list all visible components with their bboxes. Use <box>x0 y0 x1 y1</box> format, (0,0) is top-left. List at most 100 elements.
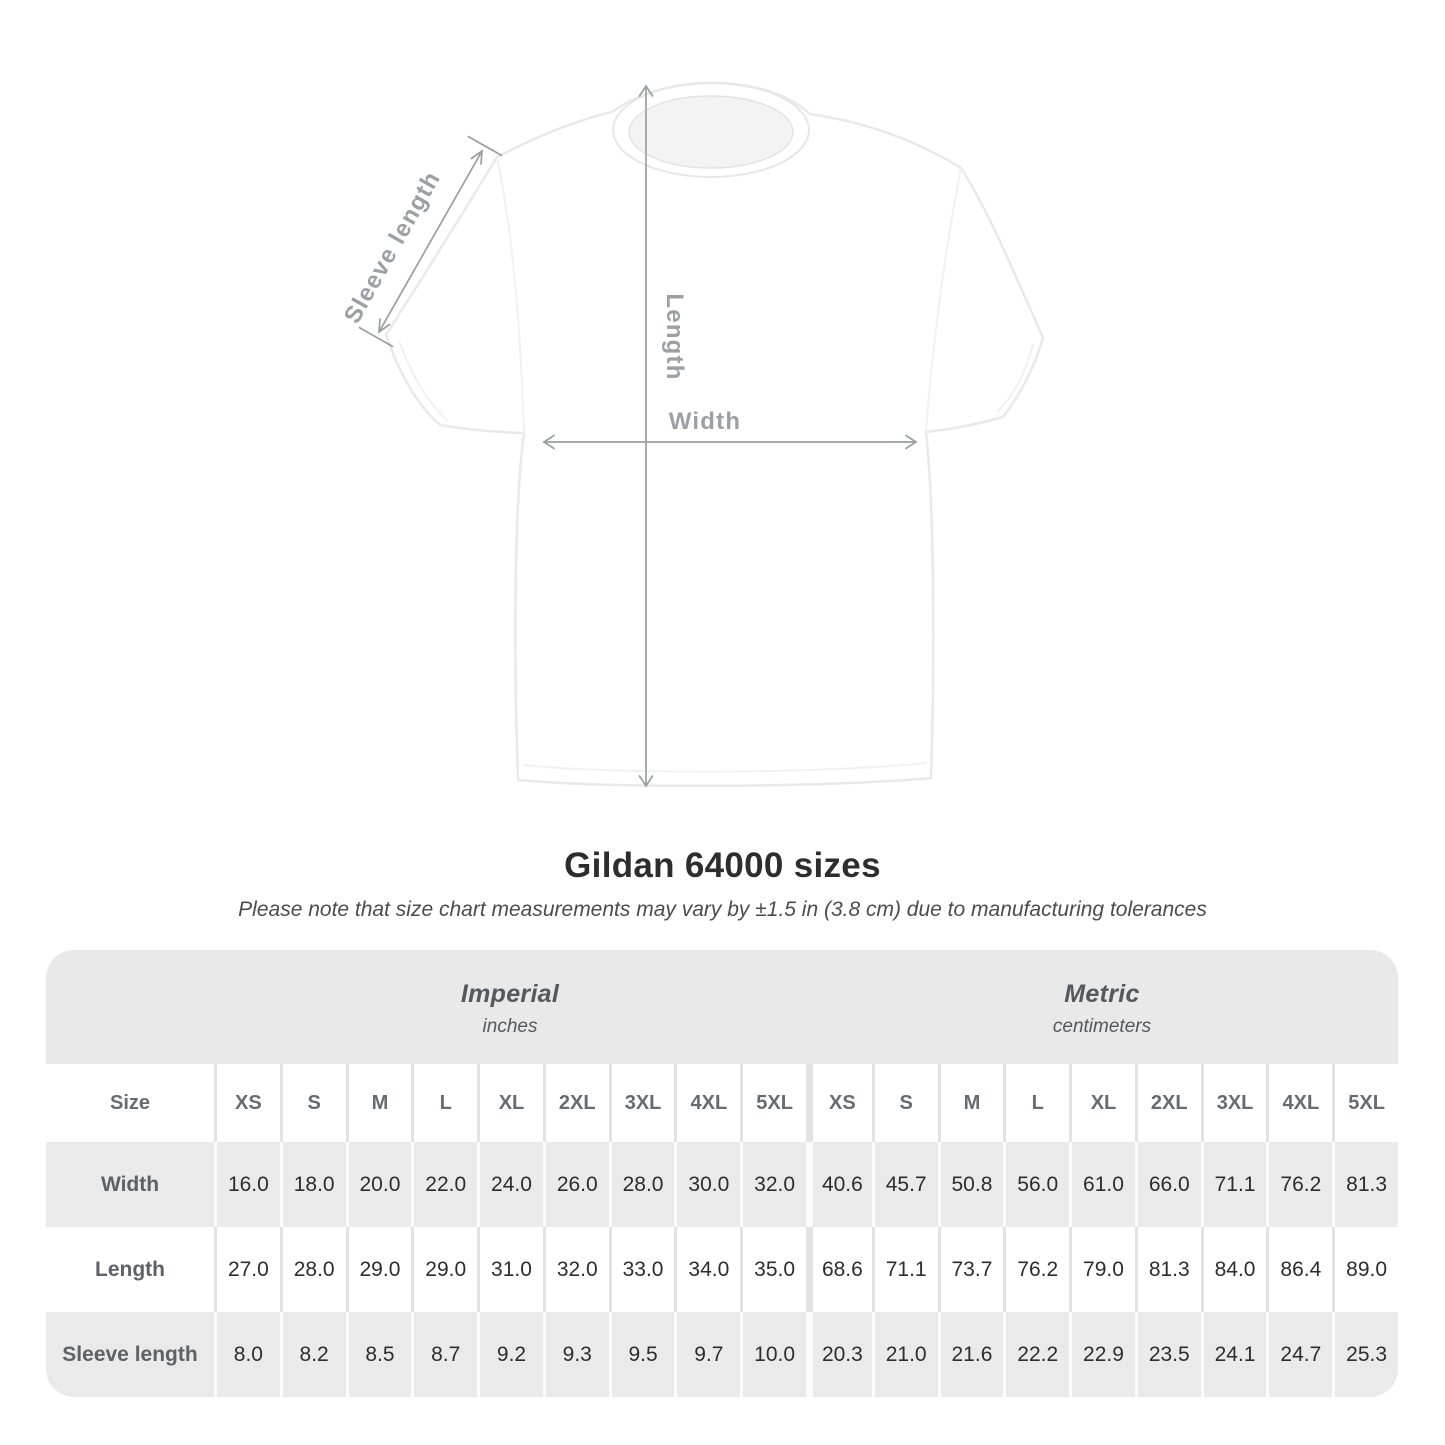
value-cell: 8.0 <box>214 1312 280 1397</box>
value-cell: 22.2 <box>1003 1312 1069 1397</box>
measurement-row-length: Length 27.0 28.0 29.0 29.0 31.0 32.0 33.0 34.0 35… <box>46 1227 1398 1312</box>
value-cell: 34.0 <box>674 1227 740 1312</box>
size-col-header: L <box>1003 1064 1069 1142</box>
metric-unit-label: centimeters <box>1052 1016 1152 1037</box>
row-label: Length <box>95 1257 165 1281</box>
size-col-header: 5XL <box>1332 1064 1398 1142</box>
value-cell: 32.0 <box>740 1142 806 1227</box>
value-cell: 24.1 <box>1200 1312 1267 1397</box>
value-cell: 25.3 <box>1332 1312 1398 1397</box>
value-cell: 9.3 <box>542 1312 609 1397</box>
value-cell: 79.0 <box>1069 1227 1135 1312</box>
size-col-header: 2XL <box>1134 1064 1201 1142</box>
value-cell: 68.6 <box>806 1227 872 1312</box>
size-col-header: 4XL <box>674 1064 740 1142</box>
value-cell: 32.0 <box>542 1227 609 1312</box>
value-cell: 9.7 <box>674 1312 740 1397</box>
value-cell: 56.0 <box>1003 1142 1069 1227</box>
size-col-header: XL <box>477 1064 543 1142</box>
unit-header-band: Imperial inches Metric centimeters <box>46 950 1398 1064</box>
value-cell: 76.2 <box>1003 1227 1069 1312</box>
value-cell: 40.6 <box>806 1142 872 1227</box>
size-col-header: 2XL <box>542 1064 609 1142</box>
value-cell: 23.5 <box>1134 1312 1201 1397</box>
size-table: Imperial inches Metric centimeters Size X… <box>46 950 1398 1397</box>
value-cell: 20.0 <box>345 1142 412 1227</box>
value-cell: 28.0 <box>279 1227 346 1312</box>
width-label: Width <box>669 408 741 435</box>
value-cell: 9.2 <box>477 1312 543 1397</box>
value-cell: 30.0 <box>674 1142 740 1227</box>
imperial-unit-label: inches <box>482 1016 538 1037</box>
value-cell: 71.1 <box>871 1227 938 1312</box>
value-cell: 81.3 <box>1332 1142 1398 1227</box>
value-cell: 29.0 <box>411 1227 477 1312</box>
value-cell: 10.0 <box>740 1312 806 1397</box>
value-cell: 89.0 <box>1332 1227 1398 1312</box>
value-cell: 71.1 <box>1200 1142 1267 1227</box>
sleeve-length-arrow <box>358 135 503 348</box>
size-col-header: 3XL <box>608 1064 675 1142</box>
tshirt-shape <box>384 81 1045 788</box>
value-cell: 29.0 <box>345 1227 412 1312</box>
value-cell: 61.0 <box>1069 1142 1135 1227</box>
value-cell: 20.3 <box>806 1312 872 1397</box>
page-title: Gildan 64000 sizes <box>564 846 881 885</box>
imperial-label: Imperial <box>460 980 560 1008</box>
value-cell: 22.9 <box>1069 1312 1135 1397</box>
value-cell: 21.0 <box>871 1312 938 1397</box>
value-cell: 21.6 <box>937 1312 1004 1397</box>
size-col-header: 3XL <box>1200 1064 1267 1142</box>
value-cell: 26.0 <box>542 1142 609 1227</box>
value-cell: 81.3 <box>1134 1227 1201 1312</box>
size-col-header: M <box>345 1064 412 1142</box>
value-cell: 16.0 <box>214 1142 280 1227</box>
value-cell: 33.0 <box>608 1227 675 1312</box>
value-cell: 27.0 <box>214 1227 280 1312</box>
tshirt-measurement-diagram: Width Length Sleeve length <box>339 81 1045 788</box>
size-header-row: Size XS S M L XL 2XL 3XL 4XL 5XL XS S M L XL 2XL 3XL 4XL 5… <box>46 1064 1398 1142</box>
value-cell: 24.0 <box>477 1142 543 1227</box>
size-col-header: L <box>411 1064 477 1142</box>
size-col-header: XL <box>1069 1064 1135 1142</box>
value-cell: 8.5 <box>345 1312 412 1397</box>
value-cell: 50.8 <box>937 1142 1004 1227</box>
value-cell: 28.0 <box>608 1142 675 1227</box>
imperial-group: Imperial inches <box>214 950 806 1064</box>
value-cell: 35.0 <box>740 1227 806 1312</box>
shirt-seams <box>398 156 1034 773</box>
length-label: Length <box>661 293 688 380</box>
size-col-header: 4XL <box>1266 1064 1332 1142</box>
tolerance-note: Please note that size chart measurements… <box>238 898 1207 921</box>
value-cell: 76.2 <box>1266 1142 1332 1227</box>
metric-label: Metric <box>1064 980 1140 1008</box>
value-cell: 8.7 <box>411 1312 477 1397</box>
value-cell: 84.0 <box>1200 1227 1267 1312</box>
length-arrow <box>638 84 654 788</box>
value-cell: 73.7 <box>937 1227 1004 1312</box>
measurement-row-sleeve-length: Sleeve length 8.0 8.2 8.5 8.7 9.2 9.3 9.5 9.7 10.… <box>46 1312 1398 1397</box>
size-col-header: 5XL <box>740 1064 806 1142</box>
size-col-header: S <box>279 1064 346 1142</box>
measurement-row-width: Width 16.0 18.0 20.0 22.0 24.0 26.0 28.0 30.0 32.… <box>46 1142 1398 1227</box>
width-arrow <box>542 434 918 450</box>
value-cell: 9.5 <box>608 1312 675 1397</box>
collar-outline <box>612 82 810 178</box>
size-col-header: XS <box>214 1064 280 1142</box>
value-cell: 22.0 <box>411 1142 477 1227</box>
row-label: Width <box>100 1172 160 1196</box>
collar-opening <box>628 95 794 169</box>
value-cell: 8.2 <box>279 1312 346 1397</box>
size-col-header: S <box>871 1064 938 1142</box>
value-cell: 45.7 <box>871 1142 938 1227</box>
value-cell: 66.0 <box>1134 1142 1201 1227</box>
value-cell: 31.0 <box>477 1227 543 1312</box>
metric-group: Metric centimeters <box>806 950 1398 1064</box>
value-cell: 86.4 <box>1266 1227 1332 1312</box>
size-col-header: XS <box>806 1064 872 1142</box>
row-label: Sleeve length <box>62 1342 198 1366</box>
value-cell: 18.0 <box>279 1142 346 1227</box>
size-col-header: M <box>937 1064 1004 1142</box>
size-column-header: Size <box>109 1091 151 1114</box>
value-cell: 24.7 <box>1266 1312 1332 1397</box>
